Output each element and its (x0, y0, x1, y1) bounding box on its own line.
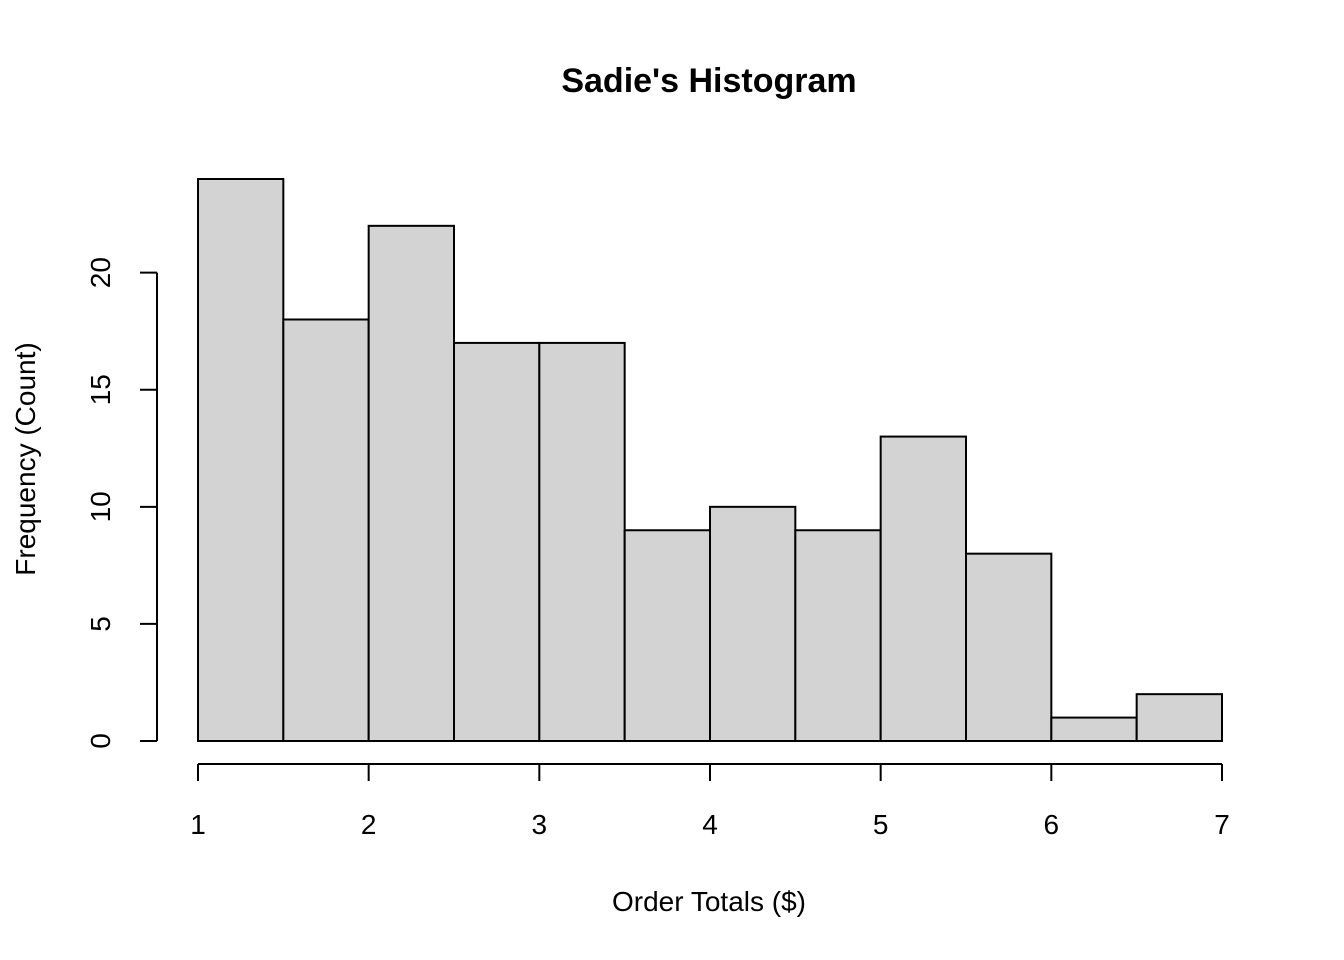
histogram-bar (1050, 716, 1138, 742)
histogram-bar (794, 529, 882, 742)
x-tick-label: 5 (873, 809, 889, 840)
histogram-bar (1135, 693, 1223, 743)
x-axis: 1 2 3 4 5 6 7 (190, 763, 1230, 840)
x-tick-label: 2 (361, 809, 377, 840)
y-axis: 0 5 10 15 20 (85, 257, 158, 749)
chart-title: Sadie's Histogram (561, 62, 856, 100)
x-tick-label: 1 (190, 809, 206, 840)
y-tick-label: 10 (85, 491, 116, 522)
histogram-bar (879, 435, 968, 742)
x-tick-label: 3 (532, 809, 548, 840)
histogram-bar (709, 505, 797, 743)
histogram-bar (453, 341, 541, 742)
histogram-bar (538, 341, 626, 742)
x-tick-label: 6 (1044, 809, 1060, 840)
y-axis-label: Frequency (Count) (10, 342, 41, 575)
x-tick-label: 7 (1214, 809, 1230, 840)
y-tick-label: 20 (85, 257, 116, 288)
x-axis-label: Order Totals ($) (612, 886, 806, 917)
x-tick-label: 4 (702, 809, 718, 840)
y-tick-label: 15 (85, 374, 116, 405)
bars-group (197, 178, 1223, 743)
histogram-bar (282, 318, 370, 742)
y-tick-label: 0 (85, 733, 116, 749)
histogram-bar (367, 224, 455, 743)
y-tick-label: 5 (85, 616, 116, 632)
histogram-bar (965, 552, 1053, 743)
histogram-bar (623, 529, 712, 742)
histogram-bar (197, 178, 285, 742)
